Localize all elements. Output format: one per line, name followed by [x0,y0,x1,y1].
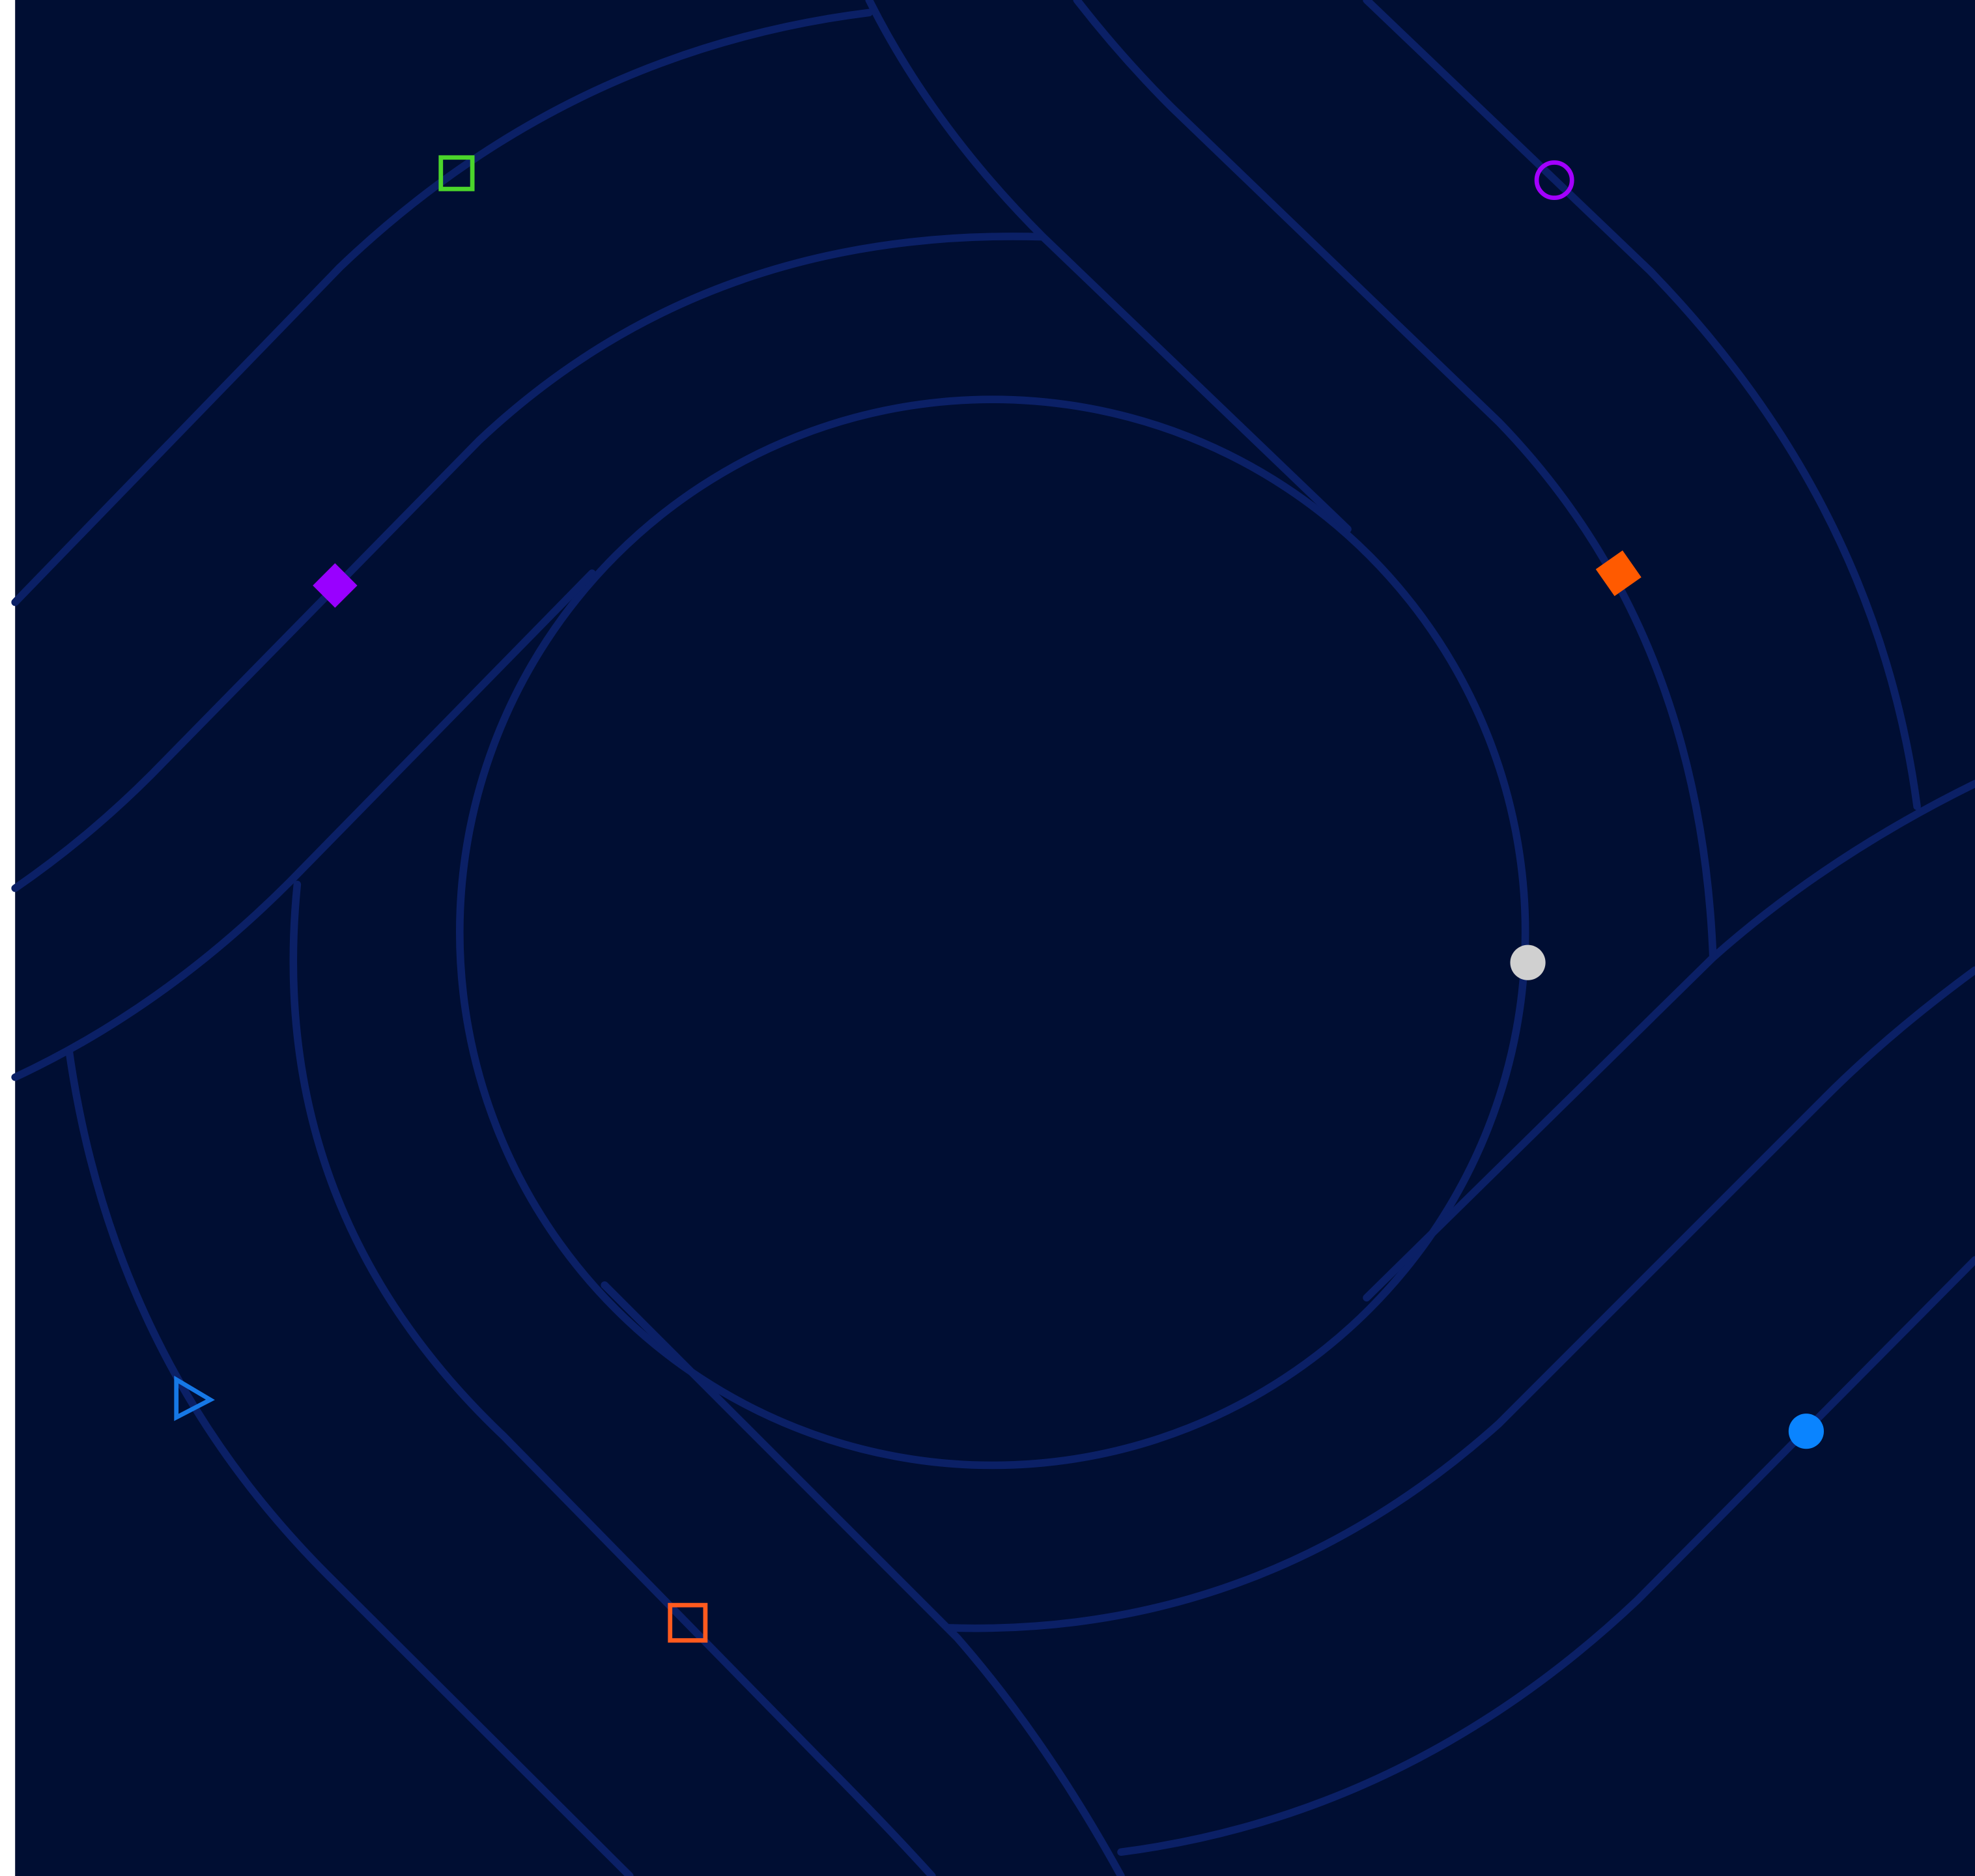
band-line [865,0,1352,533]
blue-dot-marker [1788,1414,1824,1449]
band-line [1073,0,1717,961]
purple-diamond-marker [313,563,358,608]
band-line [1117,1256,1975,1856]
line-pattern [11,0,1975,1876]
band-line [943,966,1975,1632]
band-line [289,880,936,1876]
orange-square-marker [668,1602,708,1643]
band-line [11,233,1047,892]
center-ring [455,395,1529,1470]
markers [174,155,1824,1643]
orange-diamond-marker [1595,550,1641,597]
band-line [1363,0,1921,810]
green-square-marker [438,155,475,192]
band-line [65,1048,634,1876]
band-line [601,1281,1125,1876]
band-line [1363,780,1975,1302]
band-line [11,8,874,606]
gray-dot-marker [1510,945,1546,980]
background [15,0,1975,1876]
blue-triangle-marker [174,1375,215,1421]
purple-circle-marker [1534,160,1574,201]
band-line [11,569,596,1081]
